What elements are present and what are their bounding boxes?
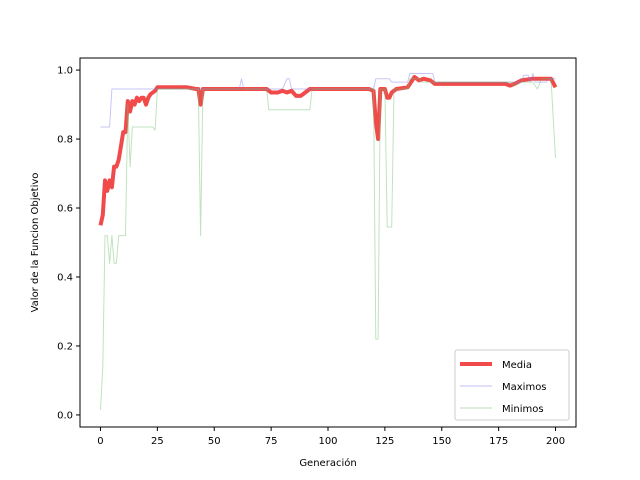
y-tick-label: 0.0 (57, 410, 73, 421)
y-tick-label: 0.6 (57, 204, 73, 215)
plot-frame (79, 57, 577, 428)
x-tick-label: 175 (489, 436, 508, 447)
y-tick-label: 0.2 (57, 341, 73, 352)
x-tick-label: 50 (208, 436, 221, 447)
x-tick-label: 0 (97, 436, 103, 447)
x-tick-label: 150 (432, 436, 451, 447)
ticks-layer: 0 25 50 75 100 125 150 175 200 0.0 0.2 0.4 0.6 0.8 1.0 (57, 66, 565, 447)
y-axis-label: Valor de la Funcion Objetivo (30, 173, 41, 313)
x-axis-label: Generación (299, 457, 356, 469)
x-tick-label: 75 (265, 436, 278, 447)
legend-label-maximos: Maximos (502, 382, 547, 393)
y-tick-label: 1.0 (57, 66, 73, 77)
x-tick-label: 200 (546, 436, 565, 447)
y-tick-label: 0.4 (57, 272, 73, 283)
legend-label-media: Media (502, 360, 532, 371)
y-tick-label: 0.8 (57, 135, 73, 146)
legend-box (454, 349, 570, 421)
series-layer (98, 73, 558, 410)
legend-label-minimos: Minimos (502, 404, 544, 415)
series-line-media (98, 75, 558, 226)
series-line-minimos (100, 78, 556, 410)
series-line-maximos (100, 73, 556, 128)
x-tick-label: 25 (151, 436, 164, 447)
legend: Media Maximos Minimos (454, 349, 570, 421)
x-tick-label: 125 (375, 436, 394, 447)
x-tick-label: 100 (318, 436, 337, 447)
